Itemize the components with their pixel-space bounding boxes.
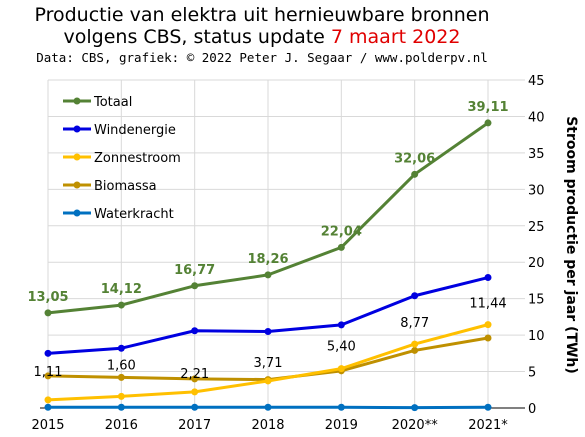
chart-subtitle: Data: CBS, grafiek: © 2022 Peter J. Sega…: [36, 50, 488, 65]
data-point: [337, 321, 345, 329]
y-tick-label: 10: [528, 329, 545, 344]
legend-entry: Biomassa: [94, 179, 157, 194]
x-tick-label: 2020**: [392, 418, 439, 433]
data-point: [264, 327, 272, 335]
legend: Totaal Windenergie Zonnestroom Biomassa Wate…: [63, 95, 181, 222]
y-tick-label: 15: [528, 293, 545, 308]
data-point: [484, 274, 492, 282]
data-point: [337, 403, 345, 411]
data-label-zonnestroom: 5,40: [327, 340, 356, 355]
data-point: [44, 309, 52, 317]
legend-swatch-marker: [73, 125, 81, 133]
data-point: [117, 301, 125, 309]
data-label-totaal: 16,77: [174, 263, 215, 278]
data-point: [44, 396, 52, 404]
legend-entry: Waterkracht: [94, 207, 174, 222]
data-point: [191, 375, 199, 383]
data-label-totaal: 14,12: [101, 282, 142, 297]
data-labels: 13,05 14,12 16,77 18,26 22,04 32,06 39,11 1,11 1…: [27, 100, 508, 382]
data-point: [117, 392, 125, 400]
data-point: [117, 403, 125, 411]
data-point: [264, 271, 272, 279]
legend-swatch-marker: [73, 209, 81, 217]
data-label-totaal: 22,04: [321, 224, 362, 239]
x-tick-label: 2018: [251, 418, 284, 433]
data-point: [117, 344, 125, 352]
data-label-zonnestroom: 8,77: [400, 316, 429, 331]
legend-entry: Zonnestroom: [94, 151, 181, 166]
x-tick-label: 2017: [178, 418, 211, 433]
data-point: [44, 403, 52, 411]
data-label-zonnestroom: 2,21: [180, 367, 209, 382]
data-point: [411, 404, 419, 412]
y-tick-label: 20: [528, 256, 545, 271]
data-label-totaal: 39,11: [467, 100, 508, 115]
data-label-totaal: 13,05: [27, 290, 68, 305]
data-label-totaal: 18,26: [247, 252, 288, 267]
x-tick-label: 2016: [105, 418, 138, 433]
x-tick-label: 2021*: [468, 418, 508, 433]
legend-swatch-marker: [73, 153, 81, 161]
data-label-zonnestroom: 1,60: [107, 358, 136, 373]
data-label-zonnestroom: 11,44: [469, 297, 506, 312]
y-tick-label: 45: [528, 74, 545, 89]
data-point: [44, 349, 52, 357]
y-tick-label: 35: [528, 147, 545, 162]
data-point: [117, 373, 125, 381]
data-point: [411, 170, 419, 178]
y-axis-label: Stroom productie per jaar (TWh): [563, 116, 579, 374]
data-point: [411, 346, 419, 354]
data-point: [337, 365, 345, 373]
chart-title-line2: volgens CBS, status update 7 maart 2022: [64, 26, 461, 48]
y-tick-label: 30: [528, 183, 545, 198]
x-tick-label: 2015: [31, 418, 64, 433]
data-label-totaal: 32,06: [394, 151, 435, 166]
data-point: [337, 243, 345, 251]
data-point: [191, 403, 199, 411]
data-point: [484, 321, 492, 329]
data-point: [411, 292, 419, 300]
data-point: [191, 327, 199, 335]
legend-swatch-marker: [73, 181, 81, 189]
data-point: [44, 372, 52, 380]
data-point: [191, 388, 199, 396]
x-tick-label: 2019: [325, 418, 358, 433]
data-point: [411, 340, 419, 348]
legend-entry: Totaal: [93, 95, 132, 110]
y-tick-label: 25: [528, 220, 545, 235]
chart-title-date: 7 maart 2022: [331, 26, 461, 48]
y-tick-label: 40: [528, 110, 545, 125]
y-tick-label: 0: [528, 402, 536, 417]
data-point: [484, 334, 492, 342]
chart-title: Productie van elektra uit hernieuwbare b…: [34, 4, 489, 26]
legend-swatch-marker: [73, 97, 81, 105]
legend-entry: Windenergie: [94, 123, 176, 138]
data-point: [484, 403, 492, 411]
data-label-zonnestroom: 3,71: [254, 356, 283, 371]
data-point: [191, 282, 199, 290]
axes: 0 5 10 15 20 25 30 35 40 45 2015 2016 2017 2018 2019 20…: [31, 74, 544, 433]
data-point: [484, 119, 492, 127]
data-point: [264, 377, 272, 385]
data-point: [264, 403, 272, 411]
grid: [47, 79, 525, 409]
y-tick-label: 5: [528, 366, 536, 381]
data-label-zonnestroom: 1,11: [34, 365, 63, 380]
series-group: [44, 119, 492, 412]
chart-title-line2-text: volgens CBS, status update: [64, 26, 331, 48]
